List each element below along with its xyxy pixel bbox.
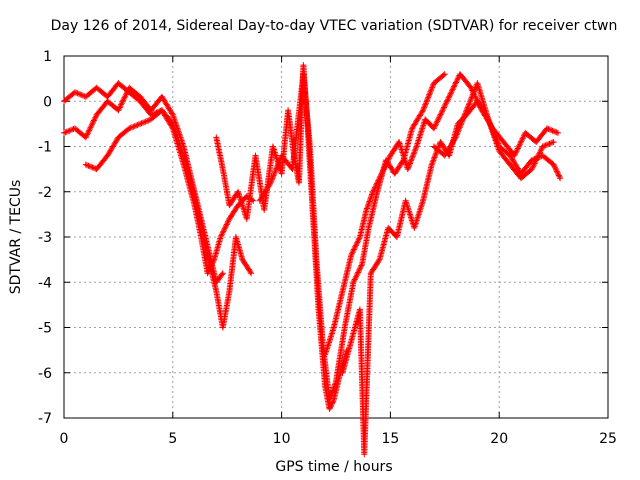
chart-title: Day 126 of 2014, Sidereal Day-to-day VTE… [51,18,618,34]
series-track-c [82,107,255,331]
series-line [63,86,224,284]
y-tick-label: -6 [38,366,52,382]
y-tick-label: 0 [43,94,52,110]
x-tick-label: 5 [168,431,177,447]
y-tick-label: -5 [38,321,52,337]
y-tick-label: 1 [43,49,52,65]
series-markers [61,84,226,286]
series-markers [430,80,557,182]
x-tick-label: 20 [490,431,508,447]
series-track-g [339,98,564,458]
x-tick-label: 10 [273,431,291,447]
series-markers [82,107,255,331]
series-markers [339,98,564,458]
y-tick-label: -1 [38,140,52,156]
y-axis-label: SDTVAR / TECUs [8,180,24,295]
data-series [61,62,564,458]
series-track-h [430,80,557,182]
series-track-e [256,71,448,403]
series-track-b [61,84,226,286]
x-tick-label: 25 [599,431,617,447]
x-tick-label: 0 [60,431,69,447]
y-tick-label: -4 [38,275,52,291]
y-tick-label: -2 [38,185,52,201]
x-tick-label: 15 [381,431,399,447]
y-tick-label: -7 [38,411,52,427]
series-line [84,109,253,329]
x-axis-label: GPS time / hours [275,459,392,475]
y-tick-label: -3 [38,230,52,246]
